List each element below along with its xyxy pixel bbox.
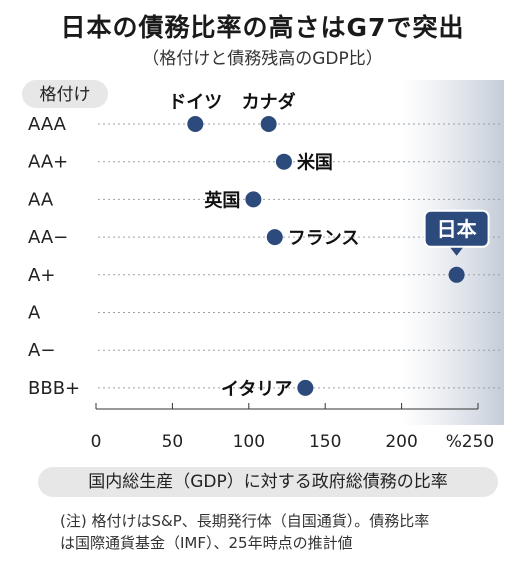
data-label: 英国 [203,189,240,211]
x-unit-label: % [446,432,462,452]
data-point [266,229,283,246]
x-axis-label: 国内総生産（GDP）に対する政府総債務の比率 [38,467,498,497]
y-tick-label: BBB+ [28,378,80,399]
y-axis-label-pill [22,80,108,108]
callout-pointer [449,246,464,256]
data-label: ドイツ [168,92,222,113]
x-tick-label: 0 [91,432,102,452]
callout-box [423,209,490,248]
highlight-band [400,80,504,425]
footnote: (注) 格付けはS&P、長期発行体（自国通貨）。債務比率 は国際通貨基金（IMF… [60,512,430,552]
y-tick-label: AA− [28,227,68,248]
data-point [275,153,292,170]
data-label: 米国 [297,152,333,174]
data-label: イタリア [221,379,292,400]
data-point [187,116,204,132]
data-label-highlight: 日本 [437,217,477,241]
y-axis-label: 格付け [40,85,91,105]
chart-title: 日本の債務比率の高さはG7で突出 [60,13,465,42]
x-tick-label: 50 [162,432,184,452]
y-tick-label: A+ [28,265,55,286]
data-point [297,379,314,396]
data-label: フランス [288,228,360,249]
x-tick-label: 200 [385,432,417,452]
x-tick-label: 150 [309,432,341,452]
x-tick-label: 250 [462,432,494,452]
data-point [260,116,277,132]
y-tick-label: AA+ [28,152,68,173]
x-tick-label: 100 [233,432,265,452]
y-tick-label: AA [28,189,54,210]
y-tick-label: A [28,303,41,324]
data-label: カナダ [242,91,296,113]
y-tick-label: AAA [28,114,67,135]
data-point [448,266,465,283]
data-point [245,191,262,208]
y-tick-label: A− [28,340,55,361]
chart-subtitle: （格付けと債務残高のGDP比） [142,49,383,69]
